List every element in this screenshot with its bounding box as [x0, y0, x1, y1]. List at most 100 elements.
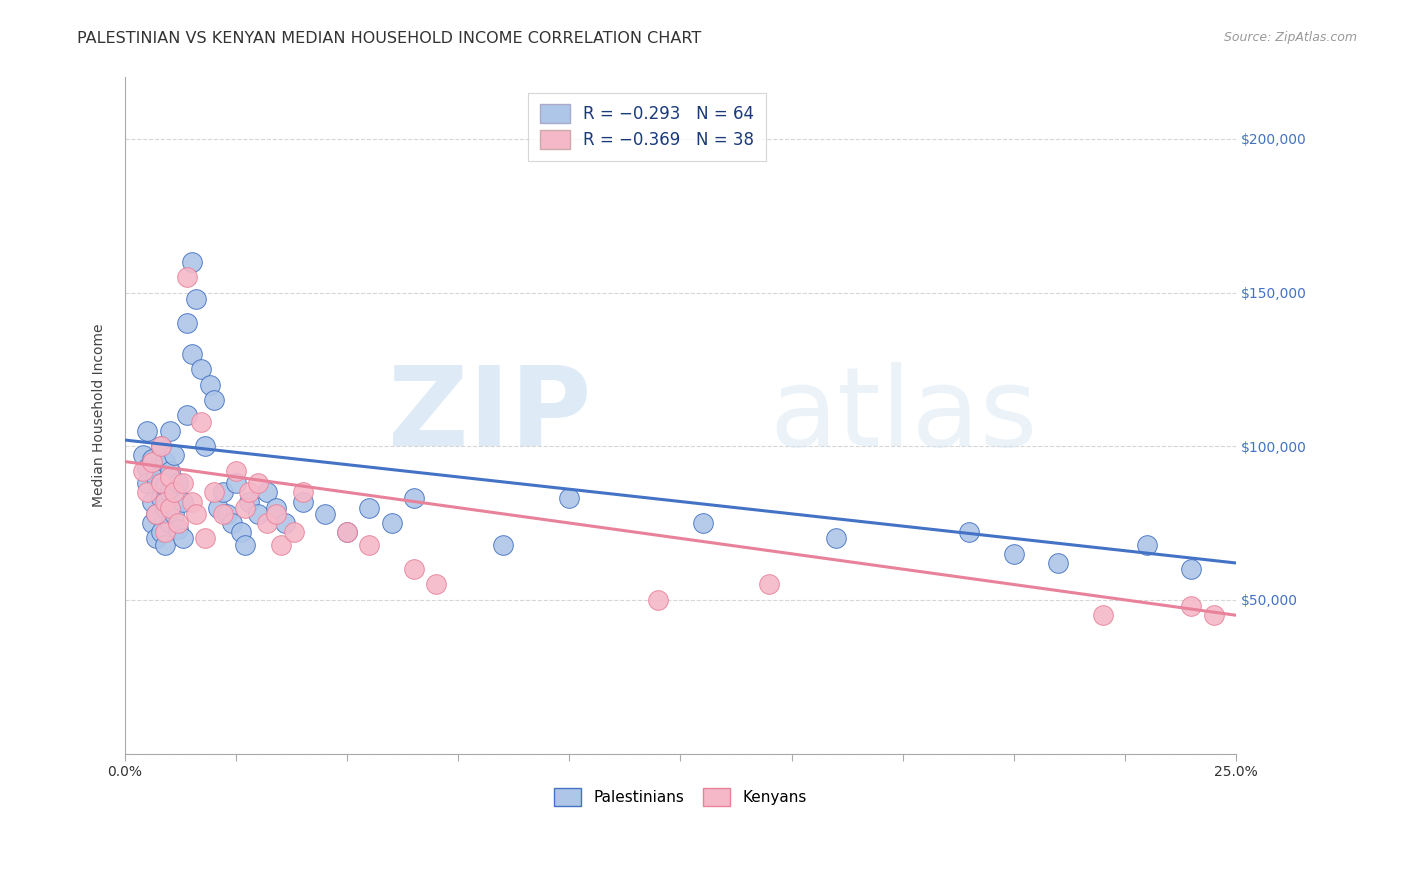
- Point: [270, 537, 292, 551]
- Point: [425, 577, 447, 591]
- Point: [176, 409, 198, 423]
- Point: [186, 507, 208, 521]
- Y-axis label: Median Household Income: Median Household Income: [93, 324, 107, 508]
- Point: [692, 516, 714, 530]
- Point: [167, 476, 190, 491]
- Point: [492, 537, 515, 551]
- Point: [264, 507, 287, 521]
- Point: [167, 522, 190, 536]
- Point: [180, 347, 202, 361]
- Point: [198, 377, 221, 392]
- Point: [132, 449, 155, 463]
- Point: [221, 516, 243, 530]
- Point: [957, 525, 980, 540]
- Point: [153, 537, 176, 551]
- Text: ZIP: ZIP: [388, 362, 592, 469]
- Point: [159, 516, 181, 530]
- Point: [149, 439, 172, 453]
- Point: [256, 485, 278, 500]
- Point: [172, 476, 194, 491]
- Point: [207, 500, 229, 515]
- Point: [149, 439, 172, 453]
- Point: [172, 494, 194, 508]
- Point: [247, 476, 270, 491]
- Text: Source: ZipAtlas.com: Source: ZipAtlas.com: [1223, 31, 1357, 45]
- Point: [180, 255, 202, 269]
- Point: [153, 500, 176, 515]
- Point: [136, 424, 159, 438]
- Point: [402, 562, 425, 576]
- Point: [194, 532, 217, 546]
- Point: [149, 476, 172, 491]
- Point: [1047, 556, 1070, 570]
- Point: [217, 507, 239, 521]
- Point: [167, 516, 190, 530]
- Legend: Palestinians, Kenyans: Palestinians, Kenyans: [547, 780, 814, 814]
- Point: [145, 532, 167, 546]
- Point: [176, 316, 198, 330]
- Point: [141, 451, 163, 466]
- Point: [1180, 562, 1202, 576]
- Text: atlas: atlas: [769, 362, 1038, 469]
- Point: [153, 479, 176, 493]
- Point: [153, 454, 176, 468]
- Point: [145, 470, 167, 484]
- Point: [159, 464, 181, 478]
- Point: [558, 491, 581, 506]
- Point: [225, 464, 247, 478]
- Point: [229, 525, 252, 540]
- Point: [1180, 599, 1202, 613]
- Point: [233, 500, 256, 515]
- Point: [256, 516, 278, 530]
- Point: [211, 507, 233, 521]
- Point: [247, 507, 270, 521]
- Point: [1202, 608, 1225, 623]
- Point: [291, 494, 314, 508]
- Point: [136, 476, 159, 491]
- Point: [149, 491, 172, 506]
- Point: [283, 525, 305, 540]
- Point: [264, 500, 287, 515]
- Point: [359, 537, 381, 551]
- Point: [211, 485, 233, 500]
- Point: [159, 424, 181, 438]
- Point: [758, 577, 780, 591]
- Point: [141, 454, 163, 468]
- Point: [159, 470, 181, 484]
- Point: [136, 485, 159, 500]
- Point: [163, 485, 186, 500]
- Point: [132, 464, 155, 478]
- Point: [202, 393, 225, 408]
- Point: [172, 532, 194, 546]
- Point: [180, 494, 202, 508]
- Point: [141, 516, 163, 530]
- Point: [159, 500, 181, 515]
- Point: [825, 532, 848, 546]
- Point: [291, 485, 314, 500]
- Point: [153, 525, 176, 540]
- Point: [233, 537, 256, 551]
- Point: [647, 592, 669, 607]
- Point: [359, 500, 381, 515]
- Point: [190, 362, 212, 376]
- Point: [136, 460, 159, 475]
- Point: [238, 485, 260, 500]
- Point: [141, 494, 163, 508]
- Point: [163, 449, 186, 463]
- Point: [1136, 537, 1159, 551]
- Point: [149, 476, 172, 491]
- Point: [336, 525, 359, 540]
- Point: [381, 516, 404, 530]
- Text: PALESTINIAN VS KENYAN MEDIAN HOUSEHOLD INCOME CORRELATION CHART: PALESTINIAN VS KENYAN MEDIAN HOUSEHOLD I…: [77, 31, 702, 46]
- Point: [194, 439, 217, 453]
- Point: [202, 485, 225, 500]
- Point: [1002, 547, 1025, 561]
- Point: [176, 270, 198, 285]
- Point: [159, 485, 181, 500]
- Point: [314, 507, 336, 521]
- Point: [145, 507, 167, 521]
- Point: [402, 491, 425, 506]
- Point: [190, 415, 212, 429]
- Point: [238, 494, 260, 508]
- Point: [186, 292, 208, 306]
